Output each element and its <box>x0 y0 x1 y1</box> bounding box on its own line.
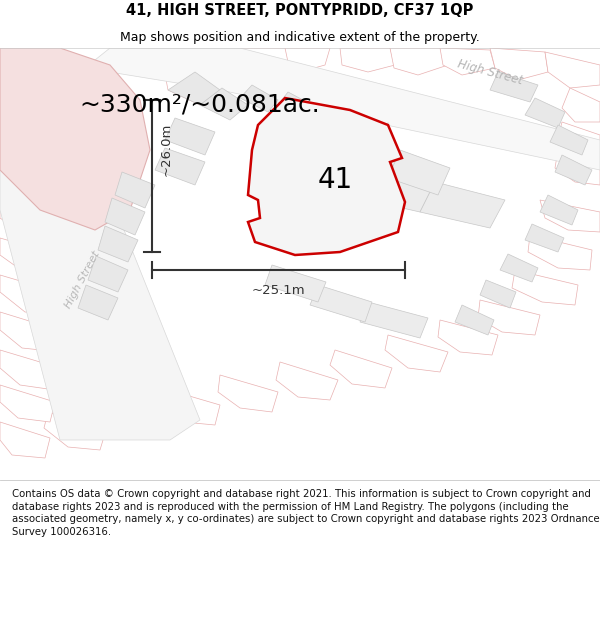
Polygon shape <box>490 72 538 102</box>
Polygon shape <box>240 85 278 112</box>
Polygon shape <box>0 170 200 440</box>
Text: High Street: High Street <box>330 107 390 132</box>
Polygon shape <box>160 48 230 105</box>
Polygon shape <box>562 88 600 122</box>
Polygon shape <box>340 48 395 72</box>
Text: 41, HIGH STREET, PONTYPRIDD, CF37 1QP: 41, HIGH STREET, PONTYPRIDD, CF37 1QP <box>127 3 473 18</box>
Polygon shape <box>0 312 65 352</box>
Polygon shape <box>345 135 402 178</box>
Polygon shape <box>0 238 70 280</box>
Text: High Street: High Street <box>456 57 524 87</box>
Polygon shape <box>438 320 498 355</box>
Text: High Street: High Street <box>63 249 101 311</box>
Polygon shape <box>0 422 50 458</box>
Polygon shape <box>98 226 138 262</box>
Polygon shape <box>115 172 155 208</box>
Polygon shape <box>44 412 106 450</box>
Polygon shape <box>500 254 538 282</box>
Text: 41: 41 <box>317 166 353 194</box>
Polygon shape <box>0 385 55 422</box>
Polygon shape <box>478 300 540 335</box>
Polygon shape <box>390 48 448 75</box>
Polygon shape <box>525 224 564 252</box>
Polygon shape <box>195 48 265 85</box>
Polygon shape <box>0 48 150 230</box>
Polygon shape <box>102 400 163 438</box>
Text: Map shows position and indicative extent of the property.: Map shows position and indicative extent… <box>120 31 480 44</box>
Polygon shape <box>360 302 428 338</box>
Polygon shape <box>155 148 205 185</box>
Polygon shape <box>440 48 495 75</box>
Polygon shape <box>276 362 338 400</box>
Polygon shape <box>330 350 392 388</box>
Polygon shape <box>455 305 494 335</box>
Polygon shape <box>310 285 372 322</box>
Polygon shape <box>240 48 295 80</box>
Polygon shape <box>388 150 450 195</box>
Polygon shape <box>385 335 448 372</box>
Polygon shape <box>200 88 248 120</box>
Polygon shape <box>480 280 516 308</box>
Polygon shape <box>555 155 592 185</box>
Polygon shape <box>0 350 60 390</box>
Polygon shape <box>78 285 118 320</box>
Polygon shape <box>168 72 220 105</box>
Polygon shape <box>525 98 565 128</box>
Text: ~26.0m: ~26.0m <box>160 122 173 176</box>
Polygon shape <box>265 265 326 302</box>
Polygon shape <box>512 270 578 305</box>
Text: ~25.1m: ~25.1m <box>251 284 305 297</box>
Polygon shape <box>85 48 600 170</box>
Polygon shape <box>550 125 588 155</box>
Polygon shape <box>165 118 215 155</box>
Polygon shape <box>160 388 220 425</box>
Polygon shape <box>345 162 435 212</box>
Polygon shape <box>545 52 600 88</box>
Polygon shape <box>0 275 68 315</box>
Polygon shape <box>420 182 505 228</box>
Polygon shape <box>558 122 600 155</box>
Polygon shape <box>528 235 592 270</box>
Polygon shape <box>278 92 318 120</box>
Polygon shape <box>285 48 330 72</box>
Polygon shape <box>105 198 145 235</box>
Polygon shape <box>255 162 305 200</box>
Polygon shape <box>540 200 600 232</box>
Polygon shape <box>0 200 72 242</box>
Text: Contains OS data © Crown copyright and database right 2021. This information is : Contains OS data © Crown copyright and d… <box>12 489 599 537</box>
Polygon shape <box>218 375 278 412</box>
Polygon shape <box>248 98 405 255</box>
Polygon shape <box>555 150 600 185</box>
Polygon shape <box>540 195 578 225</box>
Polygon shape <box>88 256 128 292</box>
Text: ~330m²/~0.081ac.: ~330m²/~0.081ac. <box>80 93 320 117</box>
Polygon shape <box>490 48 548 80</box>
Polygon shape <box>260 130 310 168</box>
